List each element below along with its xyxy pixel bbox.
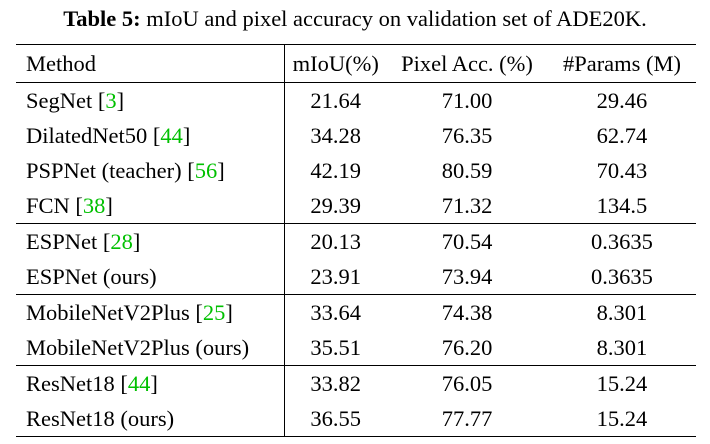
params-cell: 15.24 [547, 365, 696, 401]
pixel-acc-cell: 74.38 [386, 294, 548, 330]
pixel-acc-cell: 76.35 [441, 122, 493, 148]
table-row: ESPNet [28] 20.13 70.54 0.3635 [16, 223, 696, 259]
params-cell: 29.46 [547, 82, 696, 118]
params-cell: 8.301 [547, 294, 696, 330]
citation-bracket: ] [150, 370, 158, 396]
method-name: PSPNet (teacher) [26, 157, 188, 183]
table-row: ESPNet (ours) 23.91 73.94 0.3635 [16, 259, 696, 295]
method-name: MobileNetV2Plus [26, 299, 196, 325]
header-method: Method [16, 44, 285, 83]
method-cell: FCN [38] [16, 188, 285, 224]
table-row: MobileNetV2Plus [25] 33.64 74.38 8.301 [16, 294, 696, 330]
method-cell: ResNet18 [44] [16, 365, 285, 401]
method-cell: SegNet [3] [16, 82, 285, 118]
citation-bracket: ] [225, 299, 233, 325]
pixel-acc-cell: 70.54 [386, 223, 548, 259]
citation-bracket: ] [182, 122, 191, 148]
params-cell: 62.74 [596, 122, 648, 148]
method-cell: MobileNetV2Plus (ours) [16, 330, 285, 366]
miou-cell: 35.51 [284, 330, 387, 366]
group-baselines: SegNet [3] 21.64 71.00 29.46 DilatedNet5… [16, 82, 696, 224]
params-cell: 15.24 [547, 401, 696, 437]
miou-cell: 34.28 [284, 118, 387, 153]
citation-bracket: [ [152, 122, 161, 148]
method-name: ResNet18 (ours) [26, 405, 175, 431]
citation-link[interactable]: 38 [82, 192, 106, 218]
results-table: Method mIoU(%) Pixel Acc. (%) #Params (M… [16, 44, 696, 437]
method-cell: PSPNet (teacher) [56] [16, 153, 285, 188]
miou-cell: 33.64 [284, 294, 387, 330]
pixel-acc-cell: 80.59 [441, 157, 493, 183]
miou-cell: 21.64 [284, 82, 387, 118]
miou-cell: 20.13 [284, 223, 387, 259]
header-params: #Params (M) [547, 44, 696, 83]
caption-label: Table 5: [63, 6, 141, 31]
method-name: DilatedNet50 [26, 122, 153, 148]
miou-cell: 23.91 [284, 259, 387, 295]
caption-text: mIoU and pixel accuracy on validation se… [140, 6, 647, 31]
citation-bracket: [ [102, 228, 111, 254]
table-row: DilatedNet50 [44] 34.28 76.35 62.74 [16, 118, 696, 153]
params-cell: 0.3635 [591, 263, 653, 289]
citation-link[interactable]: 44 [127, 370, 151, 396]
pixel-acc-cell: 73.94 [441, 263, 493, 289]
citation-bracket: [ [120, 370, 128, 396]
header-pixel-acc: Pixel Acc. (%) [386, 44, 548, 83]
citation-link[interactable]: 56 [194, 157, 218, 183]
method-name: ESPNet [26, 228, 103, 254]
citation-link[interactable]: 44 [160, 122, 183, 148]
method-name: FCN [26, 192, 76, 218]
method-cell: ResNet18 (ours) [16, 401, 285, 437]
table-row: PSPNet (teacher) [56] 42.19 80.59 70.43 [16, 153, 696, 188]
table-row: ResNet18 (ours) 36.55 77.77 15.24 [16, 401, 696, 437]
header-row: Method mIoU(%) Pixel Acc. (%) #Params (M… [16, 44, 696, 83]
citation-bracket: ] [105, 192, 113, 218]
method-cell: MobileNetV2Plus [25] [16, 294, 285, 330]
params-cell: 134.5 [596, 192, 648, 218]
group-resnet18: ResNet18 [44] 33.82 76.05 15.24 ResNet18… [16, 365, 696, 437]
header-miou: mIoU(%) [284, 44, 387, 83]
citation-bracket: [ [75, 192, 83, 218]
method-name: ResNet18 [26, 370, 121, 396]
table-row: SegNet [3] 21.64 71.00 29.46 [16, 82, 696, 118]
miou-cell: 33.82 [284, 365, 387, 401]
citation-bracket: [ [97, 87, 106, 113]
method-name: MobileNetV2Plus (ours) [26, 334, 250, 360]
method-cell: DilatedNet50 [44] [16, 118, 285, 153]
pixel-acc-cell: 76.20 [441, 334, 493, 360]
citation-bracket: ] [132, 228, 141, 254]
pixel-acc-cell: 71.00 [386, 82, 548, 118]
pixel-acc-cell: 76.05 [386, 365, 548, 401]
params-cell: 8.301 [596, 334, 648, 360]
group-espnet: ESPNet [28] 20.13 70.54 0.3635 ESPNet (o… [16, 223, 696, 295]
citation-bracket: [ [195, 299, 203, 325]
citation-bracket: [ [187, 157, 195, 183]
table-row: FCN [38] 29.39 71.32 134.5 [16, 188, 696, 224]
method-name: ESPNet (ours) [26, 263, 157, 289]
miou-cell: 42.19 [284, 153, 387, 188]
params-cell: 70.43 [596, 157, 648, 183]
citation-link[interactable]: 25 [202, 299, 226, 325]
citation-bracket: ] [116, 87, 125, 113]
method-name: SegNet [26, 87, 98, 113]
citation-bracket: ] [217, 157, 225, 183]
pixel-acc-cell: 71.32 [441, 192, 493, 218]
miou-cell: 36.55 [284, 401, 387, 437]
table-row: MobileNetV2Plus (ours) 35.51 76.20 8.301 [16, 330, 696, 366]
pixel-acc-cell: 77.77 [386, 401, 548, 437]
group-mobilenetv2plus: MobileNetV2Plus [25] 33.64 74.38 8.301 M… [16, 294, 696, 366]
table-row: ResNet18 [44] 33.82 76.05 15.24 [16, 365, 696, 401]
params-cell: 0.3635 [547, 223, 696, 259]
citation-link[interactable]: 28 [110, 228, 133, 254]
method-cell: ESPNet (ours) [16, 259, 285, 295]
method-cell: ESPNet [28] [16, 223, 285, 259]
citation-link[interactable]: 3 [105, 87, 117, 113]
miou-cell: 29.39 [284, 188, 387, 224]
table-caption: Table 5: mIoU and pixel accuracy on vali… [0, 4, 710, 34]
